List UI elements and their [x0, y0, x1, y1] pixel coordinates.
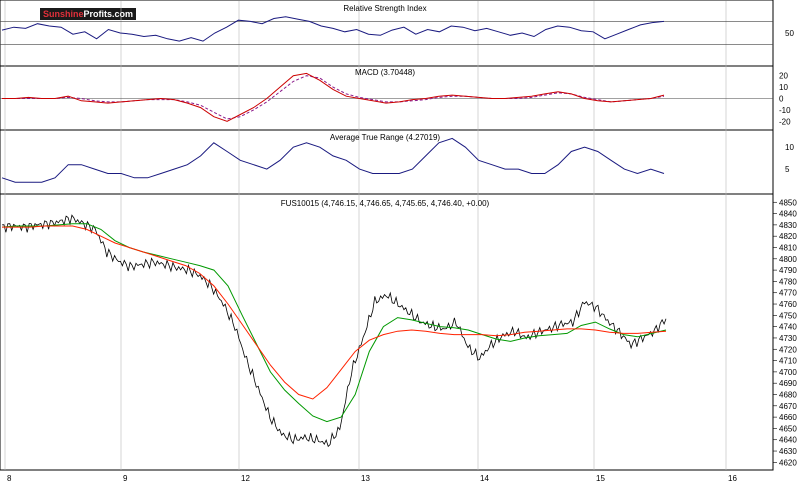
- price-y-tick: 4650: [779, 424, 797, 433]
- rsi-line: [1, 16, 665, 42]
- price-line: [1, 214, 667, 448]
- atr-line: [1, 137, 665, 183]
- macd-y-tick: -10: [779, 106, 791, 115]
- macd-y-tick: -20: [779, 117, 791, 126]
- x-tick-label: 16: [728, 474, 737, 483]
- price-y-tick: 4810: [779, 243, 797, 252]
- macd-line: [2, 72, 665, 122]
- series-layer: [1, 16, 667, 448]
- price-title: FUS10015 (4,746.15, 4,746.65, 4,745.65, …: [281, 199, 490, 208]
- macd-y-tick: 20: [779, 72, 788, 81]
- price-y-tick: 4760: [779, 300, 797, 309]
- x-tick-label: 12: [241, 474, 250, 483]
- macd-signal-line: [2, 75, 665, 120]
- x-tick-label: 14: [480, 474, 489, 483]
- price-y-tick: 4840: [779, 210, 797, 219]
- price-y-tick: 4640: [779, 436, 797, 445]
- price-y-tick: 4710: [779, 357, 797, 366]
- atr-y-tick: 5: [785, 165, 790, 174]
- price-y-tick: 4820: [779, 232, 797, 241]
- x-tick-label: 15: [596, 474, 605, 483]
- price-y-tick: 4730: [779, 334, 797, 343]
- rsi-title: Relative Strength Index: [343, 4, 426, 13]
- price-panel-frame: [0, 193, 774, 471]
- atr-y-tick: 10: [785, 143, 794, 152]
- price-y-tick: 4630: [779, 447, 797, 456]
- macd-title: MACD (3.70448): [355, 68, 415, 77]
- price-y-tick: 4850: [779, 198, 797, 207]
- atr-title: Average True Range (4.27019): [330, 133, 440, 142]
- axis-label-layer: 8 9 12 13 14 15 16 50 20 10 0 -10 -20 10 5 4850 4840 4830…: [7, 29, 797, 483]
- price-y-tick: 4720: [779, 345, 797, 354]
- grid-layer: [0, 1, 773, 470]
- x-tick-label: 13: [361, 474, 370, 483]
- price-y-tick: 4740: [779, 323, 797, 332]
- price-y-tick: 4750: [779, 311, 797, 320]
- price-y-tick: 4620: [779, 458, 797, 467]
- price-y-tick: 4770: [779, 289, 797, 298]
- rsi-y-tick: 50: [785, 29, 794, 38]
- macd-y-tick: 0: [779, 95, 784, 104]
- price-y-tick: 4670: [779, 402, 797, 411]
- logo-part1: Sunshine: [43, 9, 84, 19]
- price-y-tick: 4690: [779, 379, 797, 388]
- price-y-tick: 4790: [779, 266, 797, 275]
- price-y-tick: 4800: [779, 255, 797, 264]
- moving-average-slow-line: [2, 225, 667, 400]
- macd-y-tick: 10: [779, 83, 788, 92]
- moving-average-fast-line: [1, 223, 667, 423]
- x-tick-label: 8: [7, 474, 12, 483]
- price-y-tick: 4680: [779, 390, 797, 399]
- x-tick-label: 9: [123, 474, 128, 483]
- price-y-tick: 4780: [779, 277, 797, 286]
- sunshine-profits-logo: SunshineProfits.com: [40, 8, 137, 20]
- logo-part2: Profits.com: [83, 9, 134, 19]
- price-y-tick: 4700: [779, 368, 797, 377]
- price-y-tick: 4830: [779, 221, 797, 230]
- price-y-tick: 4660: [779, 413, 797, 422]
